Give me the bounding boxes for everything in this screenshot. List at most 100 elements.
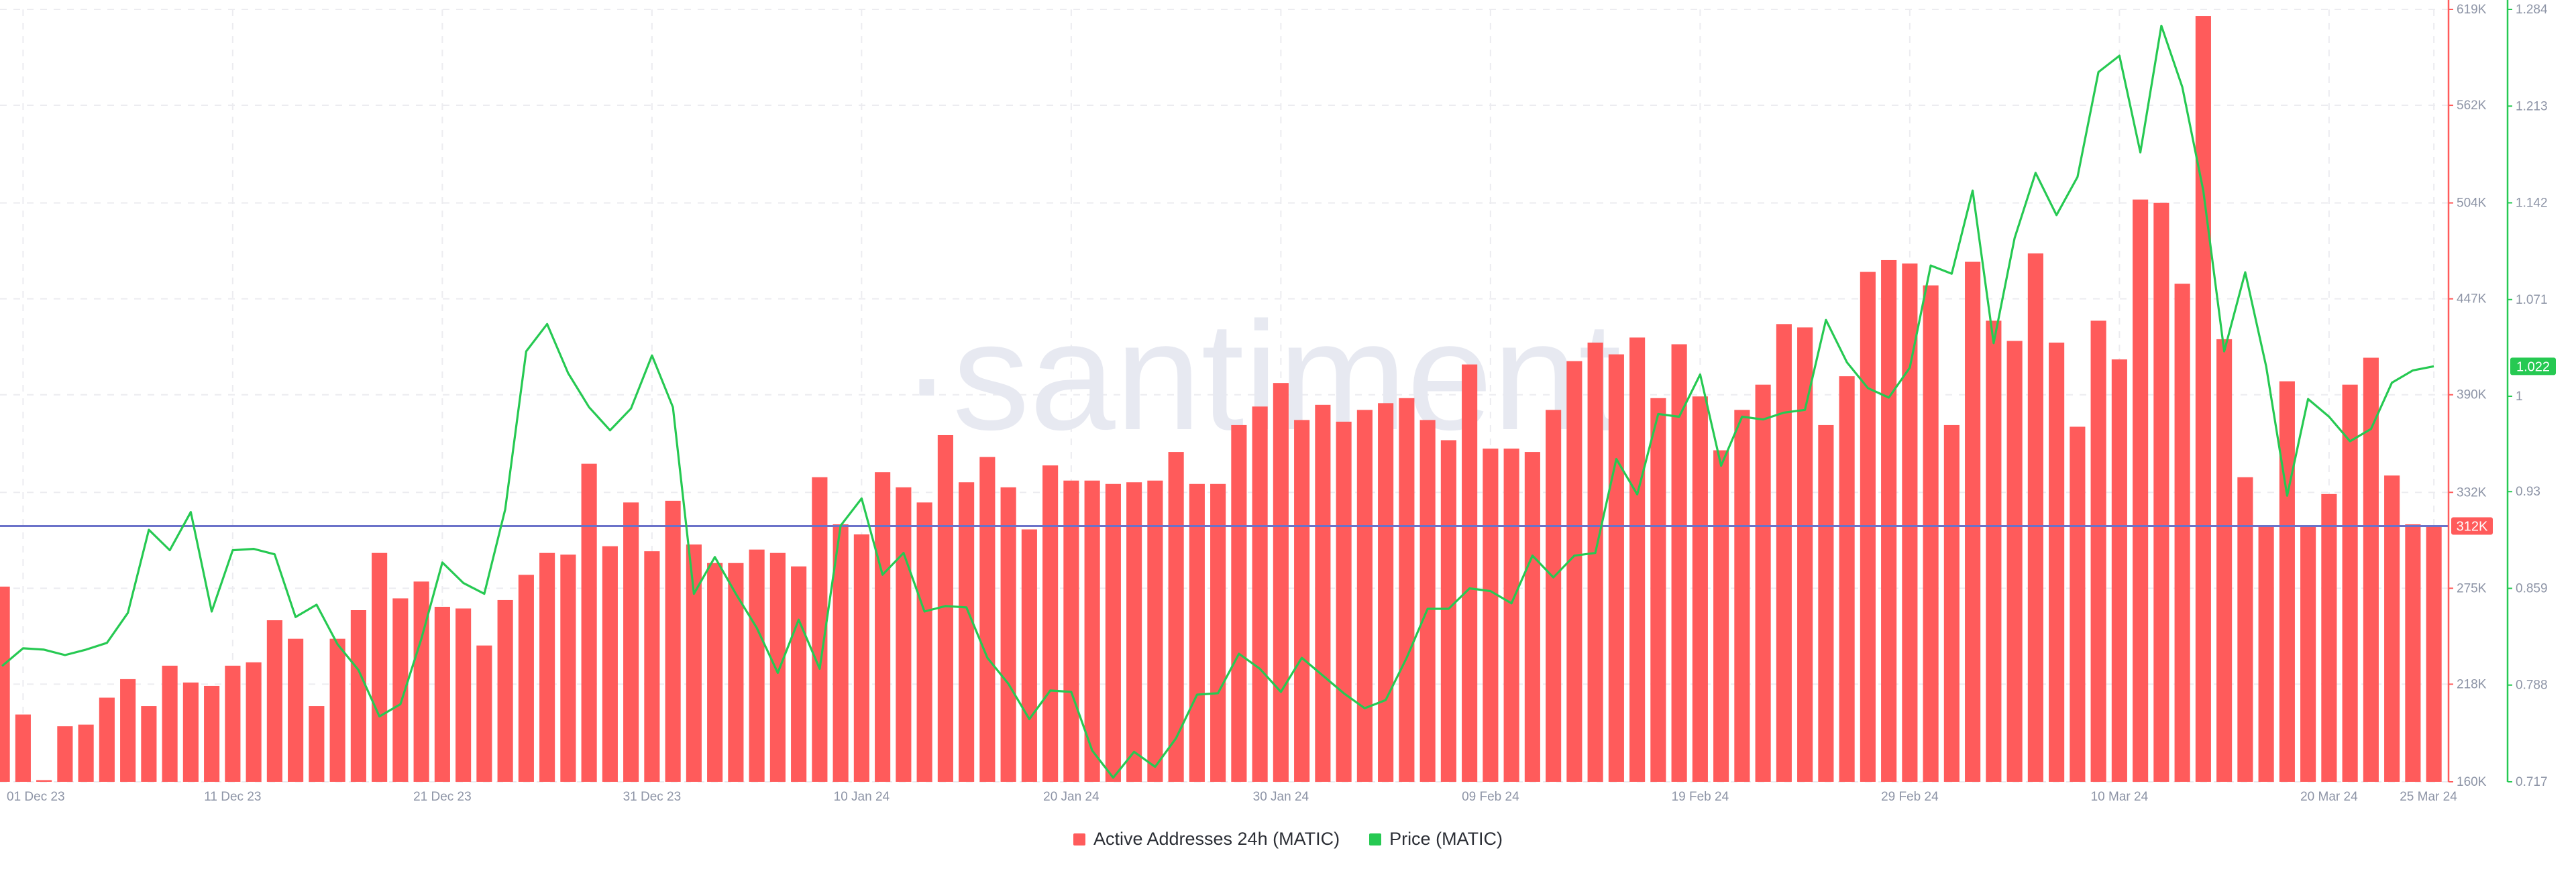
bar <box>1147 480 1163 782</box>
bar <box>1943 424 1960 782</box>
legend-item-active-addresses[interactable]: Active Addresses 24h (MATIC) <box>1073 829 1340 850</box>
bar <box>539 552 555 782</box>
legend-item-price[interactable]: Price (MATIC) <box>1369 829 1503 850</box>
bar <box>937 434 953 782</box>
bar-last-value-badge <box>2451 517 2493 535</box>
bar <box>0 586 10 782</box>
bar <box>182 682 199 782</box>
bar <box>2342 384 2358 782</box>
bar <box>1294 420 1310 782</box>
x-axis-tick-label: 21 Dec 23 <box>413 790 472 804</box>
right-axis-tick-label: 0.859 <box>2516 581 2548 595</box>
bar <box>372 552 388 782</box>
left-axis-tick-label: 504K <box>2457 196 2487 211</box>
bar <box>2237 477 2253 782</box>
bar <box>1566 361 1582 782</box>
left-axis-tick-label: 562K <box>2457 99 2487 113</box>
right-axis-tick-label: 1.071 <box>2516 293 2548 307</box>
bar <box>1755 384 1771 782</box>
x-axis-tick-label: 25 Mar 24 <box>2400 790 2457 804</box>
left-axis-tick-label: 160K <box>2457 775 2487 789</box>
x-axis-tick-label: 19 Feb 24 <box>1672 790 1729 804</box>
bar <box>1797 327 1813 782</box>
bar <box>1650 398 1666 782</box>
bar <box>1399 398 1415 782</box>
bar <box>1713 450 1729 782</box>
bar <box>833 524 849 782</box>
bar <box>791 566 807 782</box>
bar <box>78 724 94 782</box>
bar <box>434 606 450 782</box>
bar <box>1336 421 1352 782</box>
bar <box>2363 357 2379 782</box>
bar <box>266 620 282 782</box>
bar <box>2111 359 2127 782</box>
bar <box>1042 465 1059 782</box>
bar <box>1419 420 1436 782</box>
bar <box>57 726 73 782</box>
bar <box>455 608 472 782</box>
left-axis-tick-label: 218K <box>2457 677 2487 691</box>
axes: 160K 218K 275K 332K 390K 447K 504K 562K 619K 0.71… <box>2447 0 2548 789</box>
x-axis-tick-label: 10 Mar 24 <box>2091 790 2149 804</box>
bar <box>1546 410 1562 782</box>
bar <box>1839 376 1855 782</box>
bar <box>2195 16 2211 782</box>
bar <box>1524 452 1540 782</box>
bar <box>2006 341 2023 782</box>
bar <box>329 638 345 782</box>
x-axis-tick-label: 31 Dec 23 <box>623 790 682 804</box>
bar <box>1356 410 1373 782</box>
bar <box>1084 480 1100 782</box>
bar <box>1986 320 2002 782</box>
bar <box>204 685 220 782</box>
bar <box>162 665 178 782</box>
bar <box>749 549 765 782</box>
bar <box>1378 403 1394 782</box>
bar <box>141 706 157 782</box>
bar <box>1440 440 1456 782</box>
bar <box>2090 320 2106 782</box>
legend-label-active-addresses: Active Addresses 24h (MATIC) <box>1093 829 1340 849</box>
bar <box>728 563 744 782</box>
bar <box>916 502 932 782</box>
right-axis-tick-label: 0.717 <box>2516 775 2548 789</box>
bar <box>1021 529 1037 782</box>
bar <box>288 638 304 782</box>
price-last-value-badge <box>2510 357 2556 375</box>
bar <box>1503 449 1519 782</box>
bar <box>2279 381 2295 782</box>
bar <box>1902 263 1918 782</box>
x-axis-tick-label: 09 Feb 24 <box>1462 790 1519 804</box>
bar <box>1000 487 1016 782</box>
bar <box>2049 342 2065 782</box>
bar <box>15 714 31 782</box>
bar <box>392 598 409 782</box>
x-axis-tick-label: 30 Jan 24 <box>1253 790 1309 804</box>
bar <box>2174 284 2190 782</box>
bar <box>707 563 723 782</box>
bar <box>2258 526 2274 782</box>
bar <box>2133 199 2149 782</box>
bar <box>1210 483 1226 782</box>
bar <box>1692 396 1708 782</box>
bar <box>1608 354 1624 782</box>
bar <box>1734 410 1750 782</box>
bar <box>1483 449 1499 782</box>
bar <box>1315 404 1331 782</box>
bar <box>2300 526 2316 782</box>
bar <box>1923 285 1939 782</box>
left-axis-tick-label: 275K <box>2457 581 2487 595</box>
bar <box>2216 339 2233 782</box>
bar <box>2070 426 2086 782</box>
bar <box>1587 342 1603 782</box>
bar <box>1776 324 1792 782</box>
bar <box>1965 261 1981 782</box>
price-line <box>1 24 2434 779</box>
bar <box>602 546 618 782</box>
bar <box>225 665 241 782</box>
bar <box>2426 526 2442 782</box>
bar <box>1252 406 1268 782</box>
right-axis-tick-label: 0.788 <box>2516 679 2548 693</box>
